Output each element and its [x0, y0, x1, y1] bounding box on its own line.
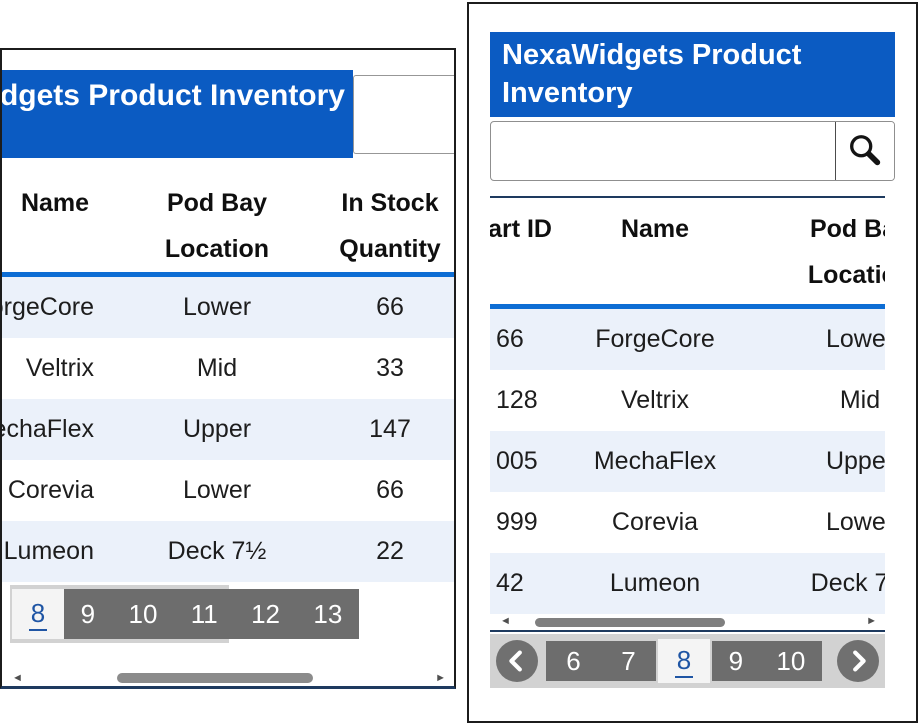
inventory-table: Part ID Name Pod Bay Location 66 ForgeCo… [490, 196, 885, 614]
widget-header-row: NexaWidgets Product Inventory [2, 70, 454, 158]
table-row: 128 Veltrix Mid [490, 370, 885, 431]
page-button-current[interactable]: 8 [12, 589, 64, 639]
table-row: 005 MechaFlex Upper [490, 431, 885, 492]
page-button[interactable]: 10 [128, 598, 158, 629]
search-icon [850, 135, 881, 166]
scrollbar-thumb[interactable] [535, 618, 725, 627]
column-header-quantity: In Stock Quantity [339, 189, 441, 263]
cell-part-id: 005 [496, 447, 538, 475]
table-inner: Part ID Name Pod Bay Location 66 ForgeCo… [490, 198, 885, 614]
table-row: Corevia Lower 66 [2, 460, 454, 521]
pagination: 6 7 8 9 10 [490, 634, 885, 688]
cell-name: Lumeon [3, 537, 94, 565]
search-box [490, 121, 895, 181]
cell-quantity: 22 [376, 537, 404, 565]
column-header-name: Name [620, 215, 690, 243]
cell-part-id: 42 [496, 569, 524, 597]
cell-location: Deck 7½ [167, 537, 267, 565]
cell-location: Deck 7½ [810, 569, 885, 597]
widget-title-clipped: NexaWidgets Product Inventory [2, 70, 353, 158]
page-button-current[interactable]: 8 [658, 639, 710, 683]
table-row: 42 Lumeon Deck 7½ [490, 553, 885, 614]
table-row: MechaFlex Upper 147 [2, 399, 454, 460]
cell-location: Lower [182, 293, 252, 321]
column-header-location: Pod Bay Location [164, 189, 270, 263]
page-button-group: 6 7 [546, 641, 656, 681]
next-page-button[interactable] [837, 640, 879, 682]
cell-name: Corevia [7, 476, 94, 504]
cell-quantity: 147 [369, 415, 411, 443]
inventory-table: Name Pod Bay Location In Stock Quantity … [2, 158, 454, 582]
cell-name: Lumeon [609, 569, 701, 597]
cell-location: Mid [839, 386, 881, 414]
cell-name: ForgeCore [2, 293, 94, 321]
header-underline [2, 272, 454, 277]
page-button[interactable]: 11 [190, 598, 218, 629]
search-button[interactable] [835, 122, 894, 180]
page-button[interactable]: 12 [251, 598, 281, 629]
table-row: Lumeon Deck 7½ 22 [2, 521, 454, 582]
pager-divider [490, 630, 885, 632]
page-button[interactable]: 9 [728, 645, 744, 676]
horizontal-scrollbar[interactable]: ◄ ► [490, 615, 885, 629]
scroll-left-icon[interactable]: ◄ [12, 672, 23, 684]
table-row: Veltrix Mid 33 [2, 338, 454, 399]
cell-location: Upper [825, 447, 885, 475]
cell-location: Mid [196, 354, 238, 382]
table-row: 66 ForgeCore Lower [490, 309, 885, 370]
inventory-widget-narrow: NexaWidgets Product Inventory Part ID Na… [467, 2, 918, 723]
cell-location: Lower [825, 325, 885, 353]
scrollbar-thumb[interactable] [117, 673, 313, 683]
cell-name: ForgeCore [595, 325, 715, 353]
search-input[interactable] [491, 122, 835, 180]
inventory-widget-scrolled: NexaWidgets Product Inventory Name Pod B… [0, 48, 456, 689]
table-row: ForgeCore Lower 66 [2, 277, 454, 338]
page-button-group: 9 10 11 12 13 [64, 589, 359, 639]
cell-location: Lower [825, 508, 885, 536]
scroll-right-icon[interactable]: ► [866, 615, 877, 627]
cell-name: Veltrix [620, 386, 690, 414]
chevron-left-icon [509, 650, 522, 672]
cell-location: Lower [182, 476, 252, 504]
cell-name: MechaFlex [593, 447, 717, 475]
cell-quantity: 66 [376, 476, 404, 504]
prev-page-button[interactable] [496, 640, 538, 682]
table-row: 999 Corevia Lower [490, 492, 885, 553]
scroll-left-icon[interactable]: ◄ [500, 615, 511, 627]
pagination: 8 9 10 11 12 13 [2, 585, 454, 643]
table-header-row: Name Pod Bay Location In Stock Quantity [2, 158, 454, 272]
page-button[interactable]: 13 [313, 598, 343, 629]
column-header-part-id: Part ID [490, 215, 552, 243]
widget-title-text: NexaWidgets Product Inventory [2, 79, 345, 112]
page-button[interactable]: 10 [776, 645, 806, 676]
cell-name: Corevia [611, 508, 699, 536]
cell-part-id: 999 [496, 508, 538, 536]
scroll-right-icon[interactable]: ► [435, 672, 446, 684]
cell-quantity: 66 [376, 293, 404, 321]
header-underline [490, 304, 885, 309]
page-button-group: 9 10 [712, 641, 822, 681]
page-button[interactable]: 9 [80, 598, 96, 629]
cell-name: MechaFlex [2, 415, 94, 443]
column-header-name: Name [20, 189, 90, 217]
cell-part-id: 66 [496, 325, 524, 353]
cell-name: Veltrix [25, 354, 94, 382]
cell-location: Upper [182, 415, 252, 443]
column-header-location: Pod Bay Location [807, 215, 885, 289]
cell-part-id: 128 [496, 386, 538, 414]
widget-title: NexaWidgets Product Inventory [490, 32, 895, 117]
cell-quantity: 33 [376, 354, 404, 382]
chevron-right-icon [853, 650, 866, 672]
search-input-partial[interactable] [353, 75, 454, 154]
page-button[interactable]: 6 [566, 645, 581, 676]
table-header-row: Part ID Name Pod Bay Location [490, 198, 885, 304]
horizontal-scrollbar[interactable]: ◄ ► [2, 670, 454, 686]
page-button[interactable]: 7 [621, 645, 636, 676]
